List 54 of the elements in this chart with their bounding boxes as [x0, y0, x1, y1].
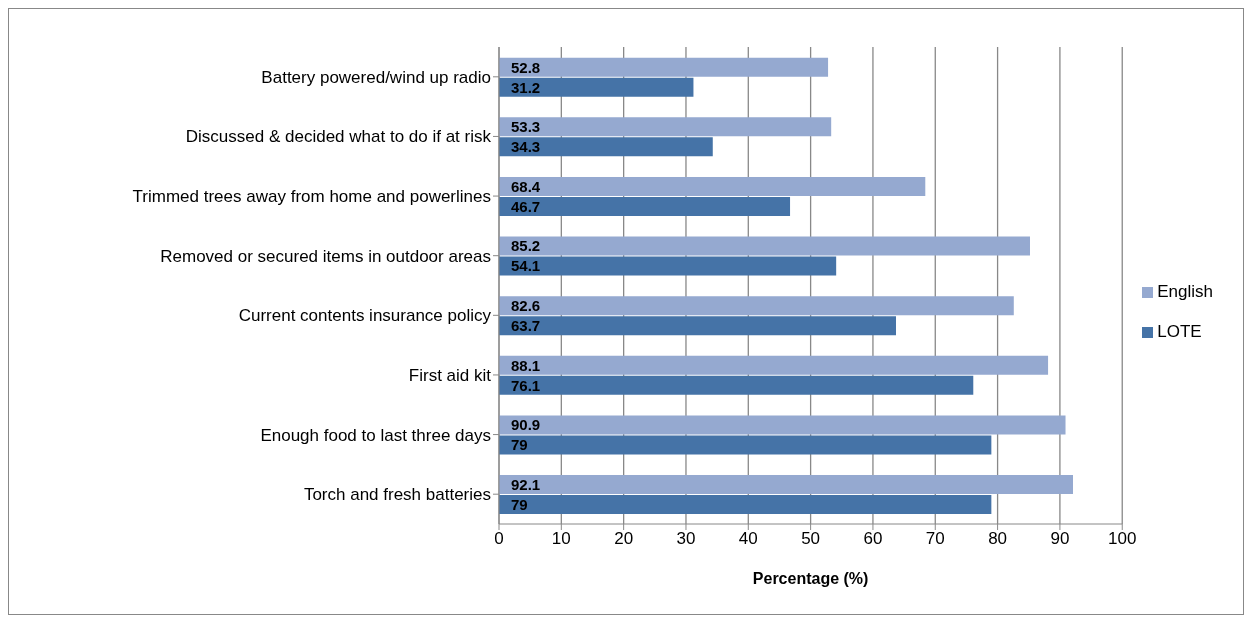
x-tick-label: 100 — [1108, 529, 1137, 549]
bar — [499, 435, 992, 455]
data-label: 34.3 — [511, 138, 541, 156]
bar — [499, 495, 992, 515]
x-tick-label: 20 — [614, 529, 634, 549]
bar — [499, 475, 1073, 495]
y-tick-label: Enough food to last three days — [260, 425, 491, 445]
x-tick-label: 70 — [925, 529, 945, 549]
legend-label: English — [1157, 281, 1213, 301]
bar — [499, 196, 791, 216]
x-tick-label: 0 — [494, 529, 504, 549]
y-tick-label: First aid kit — [408, 365, 492, 385]
data-label: 88.1 — [511, 356, 541, 374]
data-label: 79 — [511, 495, 528, 513]
bar — [499, 375, 974, 395]
data-label: 63.7 — [511, 317, 541, 335]
bar — [499, 296, 1014, 316]
bar — [499, 176, 926, 196]
x-tick-label: 10 — [551, 529, 571, 549]
bar — [499, 256, 837, 276]
data-label: 92.1 — [511, 475, 541, 493]
data-label: 79 — [511, 436, 528, 454]
data-label: 90.9 — [511, 416, 541, 434]
data-label: 31.2 — [511, 78, 541, 96]
bar — [499, 117, 832, 137]
x-tick-label: 60 — [863, 529, 883, 549]
data-label: 76.1 — [511, 376, 541, 394]
bar — [499, 77, 694, 97]
y-tick-label: Trimmed trees away from home and powerlines — [132, 187, 491, 207]
y-tick-label: Removed or secured items in outdoor areas — [160, 246, 491, 266]
bar — [499, 57, 829, 77]
x-tick-label: 30 — [676, 529, 696, 549]
data-label: 46.7 — [511, 197, 541, 215]
y-tick-label: Torch and fresh batteries — [303, 485, 491, 505]
data-label: 68.4 — [511, 177, 541, 195]
data-label: 53.3 — [511, 118, 541, 136]
x-tick-label: 40 — [738, 529, 758, 549]
x-tick-label: 50 — [801, 529, 821, 549]
y-tick-label: Discussed & decided what to do if at risk — [185, 127, 492, 147]
y-tick-label: Battery powered/wind up radio — [261, 67, 491, 87]
bar — [499, 137, 713, 157]
x-tick-label: 80 — [988, 529, 1008, 549]
y-tick-label: Current contents insurance policy — [238, 306, 492, 326]
data-label: 52.8 — [511, 58, 541, 76]
data-label: 54.1 — [511, 257, 541, 275]
legend-label: LOTE — [1157, 321, 1202, 341]
bar — [499, 236, 1030, 256]
bar — [499, 316, 896, 336]
bar — [499, 415, 1066, 435]
x-tick-label: 90 — [1050, 529, 1070, 549]
x-axis-title: Percentage (%) — [752, 570, 869, 587]
data-label: 85.2 — [511, 237, 541, 255]
bar — [499, 355, 1049, 375]
data-label: 82.6 — [511, 297, 541, 315]
